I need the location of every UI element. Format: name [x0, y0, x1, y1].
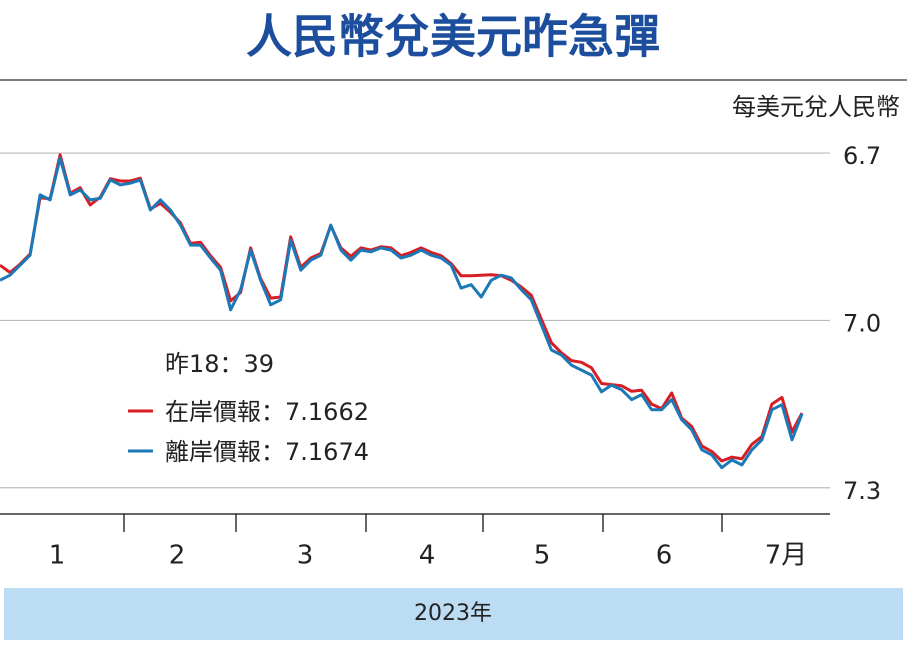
y-axis-label: 每美元兌人民幣 — [732, 93, 900, 121]
legend-text: 7.1674 — [285, 438, 369, 466]
x-tick-label: 6 — [656, 541, 673, 571]
legend-time: 昨18：39 — [165, 350, 274, 378]
y-tick-label: 6.7 — [843, 142, 881, 170]
legend-entry: 在岸價報：7.1662 — [165, 398, 369, 426]
series-line — [0, 156, 804, 470]
legend-entry: 離岸價報：7.1674 — [165, 438, 369, 466]
legend-text: ： — [261, 438, 285, 466]
x-tick-label: 4 — [419, 541, 436, 571]
legend-text: ： — [261, 398, 285, 426]
x-tick-label: 5 — [534, 541, 551, 571]
legend-text: 在岸價報 — [165, 398, 261, 426]
chart-title: 人民幣兌美元昨急彈 — [246, 10, 660, 64]
legend-text: 7.1662 — [285, 398, 369, 426]
y-tick-label: 7.0 — [843, 309, 881, 337]
legend-text: 離岸價報 — [165, 438, 261, 466]
x-tick-label: 7月 — [765, 541, 808, 571]
x-tick-label: 2 — [169, 541, 186, 571]
x-axis-band — [4, 588, 903, 640]
series-line — [0, 153, 804, 463]
x-axis-label: 2023年 — [414, 601, 492, 626]
x-tick-label: 3 — [297, 541, 314, 571]
y-tick-label: 7.3 — [843, 477, 881, 505]
x-tick-label: 1 — [49, 541, 66, 571]
